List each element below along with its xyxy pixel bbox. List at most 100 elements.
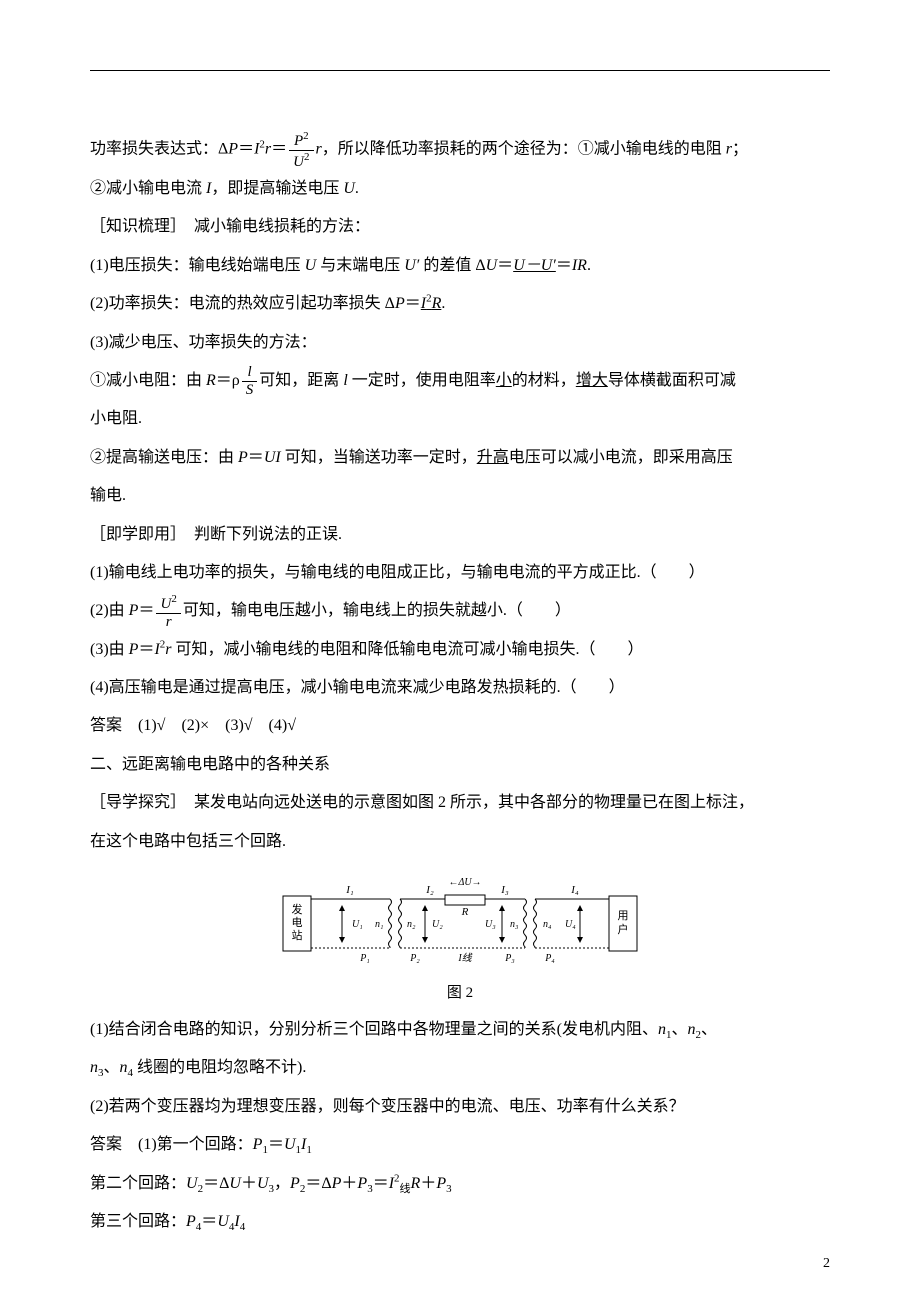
var-U: U bbox=[160, 596, 171, 612]
text: ，即提高输送电压 bbox=[211, 180, 343, 197]
var-P: P bbox=[357, 1175, 367, 1192]
text: ＝Δ bbox=[203, 1175, 229, 1192]
var-S: S bbox=[242, 381, 258, 399]
var-R: R bbox=[206, 372, 216, 389]
label-n2: n₂ bbox=[407, 919, 416, 930]
var-U: U bbox=[217, 1213, 229, 1230]
text: 可知，距离 bbox=[259, 372, 343, 389]
var-P: P bbox=[228, 141, 238, 158]
text: 线圈的电阻均忽略不计). bbox=[133, 1059, 306, 1076]
paragraph: (1)结合闭合电路的知识，分别分析三个回路中各物理量之间的关系(发电机内阻、n1… bbox=[90, 1011, 830, 1049]
sub: 3 bbox=[446, 1183, 452, 1195]
paragraph: 二、远距离输电电路中的各种关系 bbox=[90, 746, 830, 784]
text: ＝ bbox=[201, 1213, 217, 1230]
paragraph: ［知识梳理］ 减小输电线损耗的方法： bbox=[90, 208, 830, 246]
text: ＝ bbox=[497, 257, 513, 274]
paragraph: ［即学即用］ 判断下列说法的正误. bbox=[90, 516, 830, 554]
var-n: n bbox=[658, 1021, 666, 1038]
text: 可知，减小输电线的电阻和降低输电电流可减小输电损失.（ ） bbox=[172, 641, 644, 658]
fraction: lS bbox=[242, 364, 258, 398]
label-I2: I₂ bbox=[425, 884, 434, 896]
paragraph: 答案 (1)√ (2)× (3)√ (4)√ bbox=[90, 707, 830, 745]
text: ＝ bbox=[271, 141, 287, 158]
label-P1: P₁ bbox=[359, 953, 370, 964]
label-n3: n₃ bbox=[510, 919, 519, 930]
text: 第三个回路： bbox=[90, 1213, 186, 1230]
text: ＝ bbox=[138, 602, 154, 619]
var-P: P bbox=[238, 449, 248, 466]
var-P: P bbox=[395, 295, 405, 312]
text: ＝ bbox=[248, 449, 264, 466]
text: ＝ρ bbox=[216, 372, 240, 389]
text: ＝ bbox=[405, 295, 421, 312]
text: . bbox=[441, 295, 445, 312]
text: ＋ bbox=[241, 1175, 257, 1192]
label-n1: n₁ bbox=[375, 919, 383, 930]
svg-text:站: 站 bbox=[292, 928, 303, 942]
var-P: P bbox=[129, 641, 139, 658]
label-I3: I₃ bbox=[500, 884, 509, 896]
var-P: P bbox=[436, 1175, 446, 1192]
text: 的差值 Δ bbox=[419, 257, 485, 274]
paragraph: 输电. bbox=[90, 477, 830, 515]
var-r: r bbox=[156, 613, 180, 631]
text: 与末端电压 bbox=[316, 257, 404, 274]
paragraph: ①减小电阻：由 R＝ρlS可知，距离 l 一定时，使用电阻率小的材料，增大导体横… bbox=[90, 362, 830, 400]
paragraph: 在这个电路中包括三个回路. bbox=[90, 823, 830, 861]
paragraph: (3)由 P＝I2r 可知，减小输电线的电阻和降低输电电流可减小输电损失.（ ） bbox=[90, 631, 830, 669]
text: (2)功率损失：电流的热效应引起功率损失 Δ bbox=[90, 295, 395, 312]
text: 一定时，使用电阻率 bbox=[348, 372, 496, 389]
var-P: P bbox=[253, 1136, 263, 1153]
svg-text:户: 户 bbox=[618, 922, 629, 936]
text: ＝ bbox=[268, 1136, 284, 1153]
label-U4: U₄ bbox=[565, 919, 576, 930]
paragraph: (2)由 P＝U2r可知，输电电压越小，输电线上的损失就越小.（ ） bbox=[90, 592, 830, 630]
var-U: U bbox=[284, 1136, 296, 1153]
text: ①减小电阻：由 bbox=[90, 372, 206, 389]
paragraph: ［导学探究］ 某发电站向远处送电的示意图如图 2 所示，其中各部分的物理量已在图… bbox=[90, 784, 830, 822]
circuit-diagram: 发 电 站 用 户 I₁ I₂ I₃ I₄ ←ΔU→ R I线 U₁ n₁ P₁ bbox=[280, 871, 640, 971]
var-R: R bbox=[411, 1175, 421, 1192]
paragraph: (1)电压损失：输电线始端电压 U 与末端电压 U′ 的差值 ΔU＝U－U′＝I… bbox=[90, 247, 830, 285]
label-P4: P₄ bbox=[544, 953, 555, 964]
paragraph: 功率损失表达式：ΔP＝I2r＝P2U2r，所以降低功率损耗的两个途径为：①减小输… bbox=[90, 130, 830, 170]
page-number: 2 bbox=[823, 1256, 830, 1272]
paragraph: n3、n4 线圈的电阻均忽略不计). bbox=[90, 1049, 830, 1087]
var-IR: IR bbox=[572, 257, 587, 274]
var-Uprime: U′ bbox=[404, 257, 419, 274]
var-U: U bbox=[293, 154, 304, 170]
label-U2: U₂ bbox=[432, 919, 443, 930]
var-U: U bbox=[229, 1175, 241, 1192]
var-n: n bbox=[120, 1059, 128, 1076]
label-R: R bbox=[461, 906, 469, 918]
label-I1: I₁ bbox=[345, 884, 354, 896]
paragraph: 小电阻. bbox=[90, 400, 830, 438]
label: 发 bbox=[292, 902, 303, 916]
text: 小 bbox=[496, 372, 512, 389]
fraction: U2 r bbox=[156, 593, 180, 630]
var-U: U bbox=[257, 1175, 269, 1192]
text: 功率损失表达式：Δ bbox=[90, 141, 228, 158]
var-UI: UI bbox=[264, 449, 281, 466]
text: 升高 bbox=[477, 449, 509, 466]
var-UU: U－U′ bbox=[513, 257, 556, 274]
label-n4: n₄ bbox=[543, 919, 552, 930]
figure-caption: 图 2 bbox=[90, 975, 830, 1011]
text: ＋ bbox=[420, 1175, 436, 1192]
paragraph: (4)高压输电是通过提高电压，减小输电电流来减少电路发热损耗的.（ ） bbox=[90, 669, 830, 707]
paragraph: ②提高输送电压：由 P＝UI 可知，当输送功率一定时，升高电压可以减小电流，即采… bbox=[90, 439, 830, 477]
text: ②提高输送电压：由 bbox=[90, 449, 238, 466]
header-rule bbox=[90, 70, 830, 71]
sup: 2 bbox=[171, 593, 177, 605]
text: ＝ bbox=[556, 257, 572, 274]
text: (1)结合闭合电路的知识，分别分析三个回路中各物理量之间的关系(发电机内阻、 bbox=[90, 1021, 658, 1038]
text: ， bbox=[274, 1175, 290, 1192]
label-I4: I₄ bbox=[570, 884, 579, 896]
paragraph: 第三个回路：P4＝U4I4 bbox=[90, 1203, 830, 1241]
svg-text:用: 用 bbox=[618, 910, 629, 922]
text: 、 bbox=[672, 1021, 688, 1038]
sub: 线 bbox=[400, 1183, 411, 1195]
var-n: n bbox=[688, 1021, 696, 1038]
paragraph: (2)功率损失：电流的热效应引起功率损失 ΔP＝I2R. bbox=[90, 285, 830, 323]
text: 可知，输电电压越小，输电线上的损失就越小.（ ） bbox=[183, 602, 571, 619]
